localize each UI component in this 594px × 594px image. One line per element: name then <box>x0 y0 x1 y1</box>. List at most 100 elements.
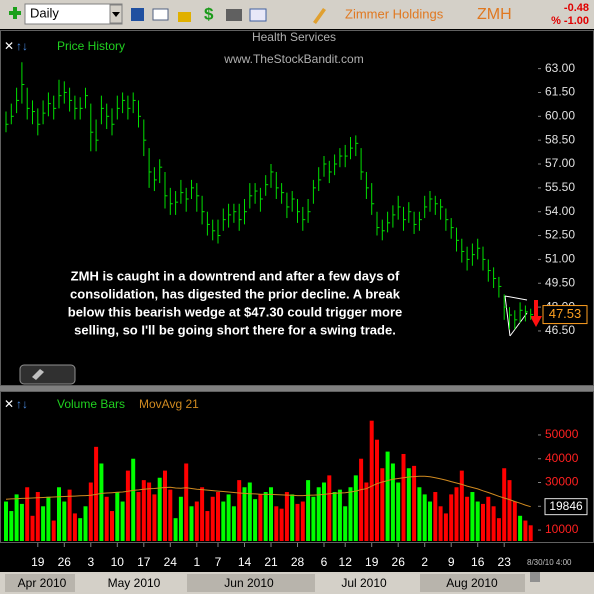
volume-bar <box>523 520 528 541</box>
panel-controls[interactable]: ✕ <box>4 39 14 53</box>
volume-bar <box>348 487 353 541</box>
month-label: Jun 2010 <box>224 576 274 590</box>
volume-bar <box>41 506 46 541</box>
y-tick-label: 57.00 <box>545 156 575 170</box>
volume-bar <box>51 520 56 541</box>
percent-change: % -1.00 <box>551 15 589 27</box>
source-label: www.TheStockBandit.com <box>223 52 363 66</box>
volume-bar <box>295 503 300 541</box>
volume-bar <box>274 506 279 541</box>
volume-bar <box>72 513 77 541</box>
save-icon[interactable] <box>131 8 144 21</box>
interval-label: Daily <box>30 5 59 20</box>
volume-bar <box>481 503 485 541</box>
dropdown-glyph <box>112 12 120 17</box>
volume-bar <box>507 480 512 541</box>
volume-bar <box>465 496 470 541</box>
panel-splitter[interactable] <box>0 386 594 391</box>
volume-bar <box>390 463 395 541</box>
y-tick-label: 50000 <box>545 427 579 441</box>
volume-bar <box>99 463 104 541</box>
volume-bar <box>327 475 332 541</box>
ma-value-label: 19846 <box>549 499 583 513</box>
x-tick-label: 6 <box>321 555 328 569</box>
volume-bar <box>422 494 427 541</box>
volume-bar <box>491 506 496 541</box>
volume-bar <box>311 496 316 541</box>
volume-bar <box>454 487 459 541</box>
volume-bar <box>306 480 311 541</box>
volume-bar <box>120 501 125 541</box>
volume-bar <box>428 501 432 541</box>
volume-bar <box>30 515 35 541</box>
volume-bar <box>518 515 523 541</box>
y-tick-label: 61.50 <box>545 85 575 99</box>
volume-bar <box>110 511 114 541</box>
volume-bar <box>475 501 480 541</box>
volume-bar <box>253 499 258 541</box>
y-tick-label: 40000 <box>545 451 579 465</box>
month-band <box>420 574 525 592</box>
x-tick-label: 10 <box>111 555 125 569</box>
month-band <box>5 574 75 592</box>
volume-bar <box>157 477 162 541</box>
month-band <box>187 574 315 592</box>
y-tick-label: 10000 <box>545 522 579 536</box>
volume-bar <box>385 451 390 541</box>
volume-bar <box>459 470 464 541</box>
volume-bar <box>57 487 61 541</box>
volume-bar <box>194 501 199 541</box>
month-label: Jul 2010 <box>341 576 387 590</box>
volume-bar <box>369 420 374 541</box>
volume-bar <box>205 511 210 541</box>
x-tick-label: 24 <box>164 555 178 569</box>
volume-bar <box>502 468 507 541</box>
x-tick-label: 1 <box>193 555 200 569</box>
volume-bar <box>131 458 136 541</box>
panel-controls[interactable]: ↑↓ <box>16 39 28 53</box>
x-tick-label: 28 <box>291 555 305 569</box>
company-name: Zimmer Holdings <box>345 6 444 21</box>
draw-tool-icon[interactable] <box>313 8 326 24</box>
annotation-line: ZMH is caught in a downtrend and after a… <box>71 268 400 283</box>
legend-entry: MovAvg 21 <box>139 397 199 411</box>
annotation-line: consolidation, has digested the prior de… <box>70 286 401 301</box>
y-tick-label: 54.00 <box>545 204 575 218</box>
x-tick-label: 26 <box>58 555 72 569</box>
y-tick-label: 30000 <box>545 475 579 489</box>
volume-bar <box>62 501 67 541</box>
volume-bar <box>226 494 231 541</box>
price-icon[interactable]: $ <box>204 4 214 23</box>
last-price-label: 47.53 <box>549 306 582 321</box>
scroll-button[interactable] <box>19 364 76 385</box>
print-icon[interactable] <box>226 9 242 21</box>
volume-bar <box>237 480 242 541</box>
x-tick-label: 9 <box>448 555 455 569</box>
volume-bar <box>443 513 448 541</box>
x-tick-label: 3 <box>87 555 94 569</box>
mail-icon[interactable] <box>152 8 169 21</box>
panel-controls[interactable]: ↑↓ <box>16 397 28 411</box>
volume-bar <box>163 470 167 541</box>
y-tick-label: 58.50 <box>545 132 575 146</box>
window-icon[interactable] <box>249 8 267 22</box>
volume-bar <box>9 511 14 541</box>
volume-bar <box>88 482 93 541</box>
volume-bar <box>152 494 157 541</box>
volume-bar <box>401 453 406 541</box>
volume-bar <box>364 482 369 541</box>
down-arrow <box>530 300 542 327</box>
x-tick-label: 16 <box>471 555 485 569</box>
lock-icon[interactable] <box>178 12 191 22</box>
volume-bar <box>78 518 83 541</box>
add-button[interactable] <box>9 7 21 19</box>
x-tick-label: 12 <box>339 555 353 569</box>
volume-bar <box>83 506 88 541</box>
scroll-end-button[interactable] <box>530 572 540 582</box>
panel-controls[interactable]: ✕ <box>4 397 14 411</box>
month-label: Aug 2010 <box>446 576 498 590</box>
y-tick-label: 60.00 <box>545 108 575 122</box>
month-label: May 2010 <box>108 576 161 590</box>
x-tick-label: 17 <box>137 555 151 569</box>
volume-bar <box>343 506 348 541</box>
